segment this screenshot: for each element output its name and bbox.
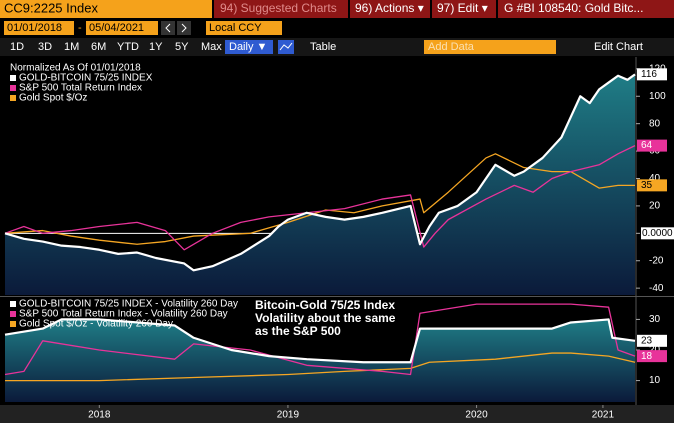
y-tick-label: -20 <box>649 255 664 266</box>
button-label: 94) Suggested Charts <box>220 1 337 15</box>
x-tick-label: 2020 <box>465 410 488 421</box>
period-button[interactable]: Max <box>201 41 222 53</box>
button[interactable] <box>432 0 496 18</box>
add-data: Add Data <box>428 41 475 53</box>
legend-swatch <box>10 95 16 101</box>
frequency-box[interactable] <box>225 40 273 54</box>
charts: -40-200.0000204060801001201166435Normali… <box>4 63 674 421</box>
y-tick-label: 100 <box>649 91 666 102</box>
last-value-tag <box>637 334 667 347</box>
annotation: as the S&P 500 <box>255 324 341 338</box>
button-label: 96) Actions ▾ <box>355 1 424 15</box>
y-tick-label: 10 <box>649 375 661 386</box>
currency-box[interactable] <box>206 21 282 35</box>
y-tick-label: 40 <box>649 173 661 184</box>
area <box>5 74 635 295</box>
currency: Local CCY <box>209 22 262 34</box>
y-tick-label: 0.0000 <box>642 228 673 239</box>
period-button[interactable]: YTD <box>117 41 139 53</box>
y-tick-label: 20 <box>649 201 661 212</box>
line <box>4 73 636 272</box>
period-button[interactable]: 6M <box>91 41 106 53</box>
legend-swatch <box>10 321 16 327</box>
last-value-tag <box>637 179 667 192</box>
prev-button[interactable] <box>161 21 175 35</box>
legend-label: S&P 500 Total Return Index - Volatility … <box>19 309 228 320</box>
legend-swatch <box>10 311 16 317</box>
last-value-tag <box>637 68 667 81</box>
legend-swatch <box>10 85 16 91</box>
arrow-icon <box>165 23 171 33</box>
chart-name-box <box>498 0 674 18</box>
line <box>4 153 635 245</box>
chart-icon-line <box>279 42 293 51</box>
x-tick-label: 2018 <box>88 410 111 421</box>
last-value-label: 35 <box>641 180 653 191</box>
button-label: 97) Edit ▾ <box>437 1 488 15</box>
legend-label: GOLD-BITCOIN 75/25 INDEX <box>19 73 153 84</box>
y-tick-label: 30 <box>649 314 661 325</box>
last-value-tag <box>637 350 667 363</box>
y-tick-label-bg <box>641 227 674 240</box>
x-tick-label: 2021 <box>592 410 615 421</box>
legend-label: GOLD-BITCOIN 75/25 INDEX - Volatility 26… <box>19 299 238 310</box>
line <box>4 145 636 251</box>
y-tick-label: 80 <box>649 118 661 129</box>
last-value-tag <box>637 139 667 152</box>
date-separator: - <box>78 22 82 34</box>
last-value-label: 116 <box>641 69 657 80</box>
y-tick-label: -40 <box>649 283 664 294</box>
last-value-label: 18 <box>641 351 653 362</box>
legend-label: Gold Spot $/Oz - Volatility 260 Day <box>19 319 173 330</box>
ticker-box[interactable] <box>0 0 212 18</box>
frequency: Daily ▼ <box>229 41 267 53</box>
start-date: 01/01/2018 <box>7 22 62 34</box>
period-button[interactable]: 3D <box>38 41 52 53</box>
date-box[interactable] <box>86 21 158 35</box>
line <box>4 318 636 364</box>
legend-note: Normalized As Of 01/01/2018 <box>10 63 141 74</box>
period-button[interactable]: 1M <box>64 41 79 53</box>
last-value-label: 64 <box>641 140 653 151</box>
ticker: CC9:2225 Index <box>4 0 98 15</box>
legend-label: Gold Spot $/Oz <box>19 93 87 104</box>
annotation: Volatility about the same <box>255 311 396 325</box>
legend-swatch <box>10 75 16 81</box>
line <box>4 303 636 376</box>
legend-swatch <box>10 301 16 307</box>
period-button[interactable]: 1Y <box>149 41 163 53</box>
button[interactable] <box>350 0 430 18</box>
line <box>5 352 636 382</box>
x-tick-label: 2019 <box>277 410 300 421</box>
period-buttons: 1D 3D 1M 6M YTD 1Y 5Y Max <box>10 41 222 53</box>
add-data-box[interactable] <box>424 40 556 54</box>
period-button[interactable]: 5Y <box>175 41 189 53</box>
table-button[interactable]: Table <box>310 41 336 53</box>
annotation: Bitcoin-Gold 75/25 Index <box>255 298 395 312</box>
x-axis-strip <box>0 405 674 423</box>
next-button[interactable] <box>177 21 191 35</box>
end-date: 05/04/2021 <box>89 22 144 34</box>
legend-label: S&P 500 Total Return Index <box>19 83 142 94</box>
edit-chart-button[interactable]: Edit Chart <box>594 41 643 53</box>
button[interactable] <box>214 0 348 18</box>
period-button[interactable]: 1D <box>10 41 24 53</box>
chart-name: G #BI 108540: Gold Bitc... <box>504 1 643 15</box>
last-value-label: 23 <box>641 335 653 346</box>
date-box[interactable] <box>4 21 74 35</box>
arrow-icon <box>181 23 187 33</box>
